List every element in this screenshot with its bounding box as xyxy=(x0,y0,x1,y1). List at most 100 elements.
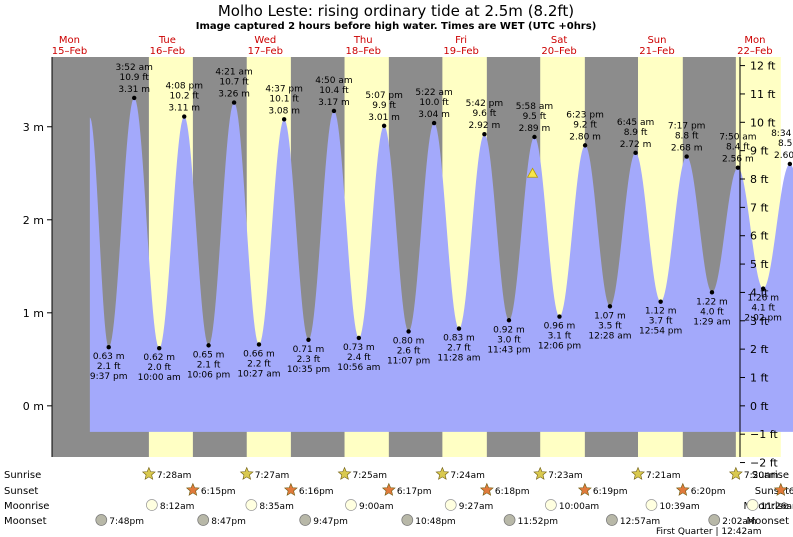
chart-title: Molho Leste: rising ordinary tide at 2.5… xyxy=(218,2,574,20)
low-tide-m: 0.83 m xyxy=(443,334,475,344)
low-tide-m: 0.92 m xyxy=(493,325,525,335)
low-tide-ft: 2.4 ft xyxy=(347,353,371,363)
high-tide-time: 6:45 am xyxy=(617,118,654,128)
event-row-label-right: Moonrise xyxy=(744,501,789,512)
high-tide-time: 8:34 pm xyxy=(771,129,793,139)
day-date: 19–Feb xyxy=(443,46,478,57)
low-tide-ft: 2.0 ft xyxy=(147,363,171,373)
right-tick-label: 2 ft xyxy=(750,343,769,356)
high-tide-m: 2.92 m xyxy=(469,121,501,131)
high-tide-time: 5:22 am xyxy=(415,88,452,98)
high-tide-point xyxy=(482,132,487,137)
event-row-label-right: Moonset xyxy=(747,516,790,527)
day-name: Sun xyxy=(647,35,666,46)
low-tide-m: 0.96 m xyxy=(544,322,576,332)
moonset-time: 9:47pm xyxy=(313,517,348,527)
low-tide-time: 10:00 am xyxy=(138,373,181,383)
high-tide-m: 2.72 m xyxy=(620,140,652,150)
right-tick-label: 10 ft xyxy=(750,116,776,129)
right-axis-ft: −2 ft −1 ft 0 ft 1 ft 2 ft 3 ft 4 ft 5 ft 6 ft 7 … xyxy=(739,57,778,470)
event-row-label-left: Sunrise xyxy=(4,470,41,481)
day-name: Mon xyxy=(59,35,80,46)
moonrise-time: 10:00am xyxy=(559,502,599,512)
high-tide-time: 5:58 am xyxy=(516,102,553,112)
sunrise-time: 7:21am xyxy=(646,471,681,481)
tide-extremes xyxy=(106,95,793,351)
high-tide-point xyxy=(281,117,287,122)
high-tide-time: 7:50 am xyxy=(719,133,756,143)
first-quarter-label: First Quarter | 12:42am xyxy=(656,527,762,537)
high-tide-point xyxy=(633,150,638,156)
sunset-icon xyxy=(675,482,690,496)
sunset-icon xyxy=(185,482,200,496)
low-tide-ft: 2.1 ft xyxy=(97,362,121,372)
low-tide-ft: 2.2 ft xyxy=(247,359,271,369)
sunrise-icon xyxy=(533,466,548,480)
event-row-label-left: Sunset xyxy=(4,486,38,497)
low-tide-point xyxy=(760,286,766,291)
moonset-icon xyxy=(503,514,516,526)
high-tide-point xyxy=(331,108,337,114)
moonset-time: 7:48pm xyxy=(109,517,144,527)
high-tide-time: 7:17 pm xyxy=(668,122,706,132)
low-tide-m: 0.63 m xyxy=(93,352,125,362)
day-date: 20–Feb xyxy=(541,46,576,57)
low-tide-point xyxy=(256,342,262,347)
moonset-time: 2:02am xyxy=(722,517,757,527)
right-tick-label: 4 ft xyxy=(750,286,769,299)
moonset-icon xyxy=(197,514,210,526)
right-tick-label: 0 ft xyxy=(750,400,769,413)
moonset-time: 10:48pm xyxy=(415,517,455,527)
day-date: 17–Feb xyxy=(248,46,283,57)
high-tide-m: 3.08 m xyxy=(268,106,300,116)
low-tide-ft: 2.6 ft xyxy=(397,346,421,356)
sunset-icon xyxy=(773,482,788,496)
high-tide-time: 3:52 am xyxy=(116,63,153,73)
low-tide-m: 0.80 m xyxy=(393,336,425,346)
low-tide-ft: 4.0 ft xyxy=(700,307,724,317)
sunrise-icon xyxy=(435,466,450,480)
low-tide-ft: 4.1 ft xyxy=(751,304,775,314)
low-tide-time: 10:35 pm xyxy=(287,365,330,375)
moonrise-icon xyxy=(444,499,457,511)
low-tide-ft: 3.0 ft xyxy=(497,335,521,345)
high-tide-point xyxy=(182,114,187,119)
low-tide-ft: 3.1 ft xyxy=(548,332,572,342)
sunrise-icon xyxy=(337,466,352,480)
low-tide-m: 0.66 m xyxy=(243,349,275,359)
sunset-time: 6:19pm xyxy=(593,487,628,497)
moonrise-time: 10:39am xyxy=(659,502,699,512)
low-tide-time: 11:07 pm xyxy=(387,356,430,366)
left-tick-label: 2 m xyxy=(23,214,44,227)
low-tide-point xyxy=(506,318,512,323)
high-tide-point xyxy=(582,143,588,148)
high-tide-time: 4:37 pm xyxy=(265,84,303,94)
high-tide-m: 3.11 m xyxy=(168,104,200,114)
day-labels: Mon15–FebTue16–FebWed17–FebThu18–FebFri1… xyxy=(52,35,773,57)
event-row-label-right: Sunrise xyxy=(752,470,789,481)
right-tick-label: 9 ft xyxy=(750,145,769,158)
day-name: Sat xyxy=(551,35,567,46)
sunrise-time: 7:23am xyxy=(548,471,583,481)
sunset-time: 6:16pm xyxy=(299,487,334,497)
high-tide-point xyxy=(132,95,137,101)
high-tide-ft: 10.0 ft xyxy=(419,98,449,108)
low-tide-time: 1:29 am xyxy=(693,317,730,327)
event-row-label-right: Sunset xyxy=(755,486,789,497)
moonset-icon xyxy=(299,514,312,526)
high-tide-m: 3.01 m xyxy=(368,113,400,123)
right-tick-label: 12 ft xyxy=(750,60,776,73)
low-tide-ft: 2.7 ft xyxy=(447,344,471,354)
high-tide-ft: 8.9 ft xyxy=(624,128,648,138)
sunset-icon xyxy=(283,482,298,496)
left-tick-label: 3 m xyxy=(23,121,44,134)
high-tide-ft: 9.6 ft xyxy=(473,109,497,119)
astronomy-events: Sunrise Sunrise Sunset Sunset Moonrise Moonri… xyxy=(4,466,793,537)
low-tide-m: 1.12 m xyxy=(645,307,677,317)
moonrise-time: 9:27am xyxy=(459,502,494,512)
low-tide-time: 11:43 pm xyxy=(487,345,530,355)
day-date: 16–Feb xyxy=(150,46,185,57)
